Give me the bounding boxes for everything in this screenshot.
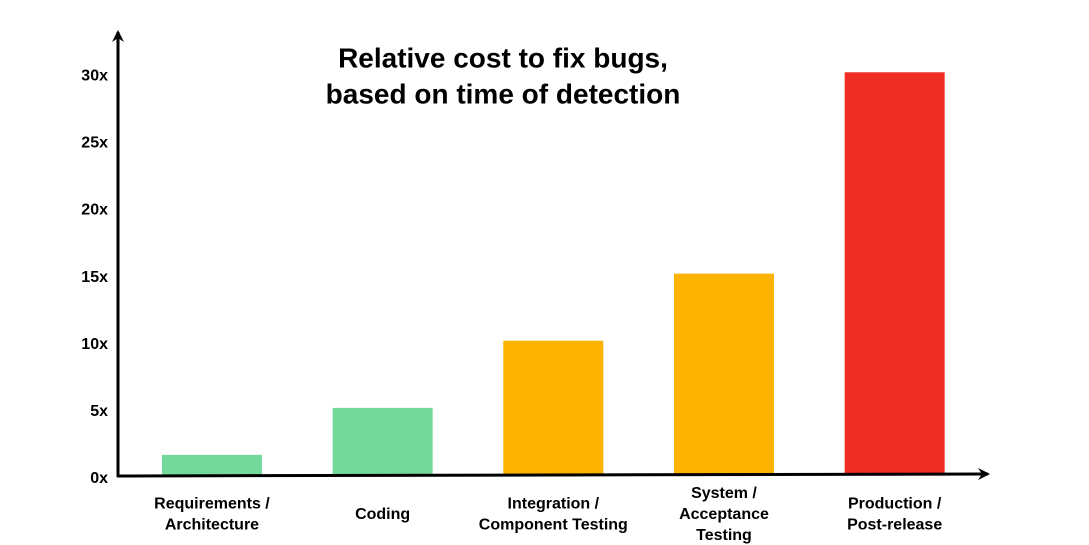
x-tick-label: Component Testing xyxy=(479,517,628,534)
bar xyxy=(161,454,262,475)
x-tick-label: Coding xyxy=(355,506,410,523)
y-tick-label: 30x xyxy=(81,67,108,84)
x-tick-label: Acceptance xyxy=(679,506,769,523)
chart-title: Relative cost to fix bugs, xyxy=(338,42,668,73)
bar xyxy=(673,273,774,475)
y-tick-label: 0x xyxy=(90,470,108,487)
chart-title: based on time of detection xyxy=(326,78,681,109)
bar xyxy=(844,72,945,475)
x-tick-label: Requirements / xyxy=(154,496,270,513)
x-tick-label: Testing xyxy=(696,527,752,544)
y-tick-label: 25x xyxy=(81,135,108,152)
x-tick-label: Architecture xyxy=(165,517,259,534)
bar xyxy=(332,407,433,475)
bar xyxy=(503,340,604,475)
x-tick-label: Integration / xyxy=(508,496,600,513)
x-tick-label: Production / xyxy=(848,496,942,513)
y-tick-label: 5x xyxy=(90,403,108,420)
y-tick-label: 15x xyxy=(81,269,108,286)
x-tick-label: System / xyxy=(691,485,757,502)
x-tick-label: Post-release xyxy=(847,517,942,534)
y-tick-label: 20x xyxy=(81,202,108,219)
y-tick-label: 10x xyxy=(81,336,108,353)
x-axis xyxy=(116,468,990,481)
